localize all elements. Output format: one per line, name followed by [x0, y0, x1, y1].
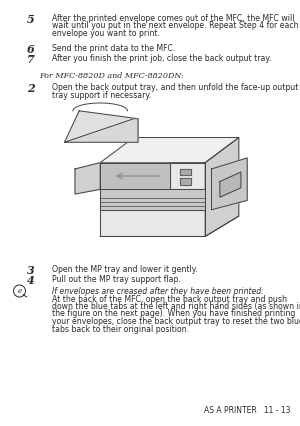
Bar: [180, 178, 190, 184]
Text: your envelopes, close the back output tray to reset the two blue: your envelopes, close the back output tr…: [52, 317, 300, 326]
Text: 7: 7: [27, 54, 35, 65]
Text: tabs back to their original position.: tabs back to their original position.: [52, 325, 190, 334]
Text: 6: 6: [27, 44, 35, 55]
Text: tray support if necessary.: tray support if necessary.: [52, 90, 152, 100]
Text: After you finish the print job, close the back output tray.: After you finish the print job, close th…: [52, 54, 272, 63]
Text: e: e: [17, 287, 22, 295]
Polygon shape: [100, 163, 205, 236]
Text: After the printed envelope comes out of the MFC, the MFC will: After the printed envelope comes out of …: [52, 14, 295, 23]
Text: Send the print data to the MFC.: Send the print data to the MFC.: [52, 44, 176, 53]
Polygon shape: [220, 172, 241, 197]
Text: If envelopes are creased after they have been printed:: If envelopes are creased after they have…: [52, 287, 264, 296]
Text: envelope you want to print.: envelope you want to print.: [52, 29, 160, 38]
Text: the figure on the next page). When you have finished printing: the figure on the next page). When you h…: [52, 310, 296, 319]
Text: Pull out the MP tray support flap.: Pull out the MP tray support flap.: [52, 275, 182, 284]
Polygon shape: [100, 189, 205, 210]
Text: 2: 2: [27, 83, 35, 94]
Text: AS A PRINTER   11 - 13: AS A PRINTER 11 - 13: [205, 406, 291, 415]
Text: wait until you put in the next envelope. Repeat Step 4 for each: wait until you put in the next envelope.…: [52, 21, 299, 31]
Text: At the back of the MFC, open the back output tray and push: At the back of the MFC, open the back ou…: [52, 294, 287, 303]
Text: 4: 4: [27, 275, 35, 286]
Text: Open the MP tray and lower it gently.: Open the MP tray and lower it gently.: [52, 265, 198, 274]
Polygon shape: [75, 163, 100, 194]
Polygon shape: [100, 163, 170, 189]
Bar: [180, 169, 190, 175]
Text: Open the back output tray, and then unfold the face-up output: Open the back output tray, and then unfo…: [52, 83, 299, 92]
Polygon shape: [100, 138, 239, 163]
Text: 3: 3: [27, 265, 35, 276]
Polygon shape: [212, 158, 247, 210]
Polygon shape: [205, 138, 239, 236]
Text: 5: 5: [27, 14, 35, 25]
Polygon shape: [64, 119, 138, 142]
Text: down the blue tabs at the left and right hand sides (as shown in: down the blue tabs at the left and right…: [52, 302, 300, 311]
Polygon shape: [64, 111, 138, 142]
Text: For MFC-8820D and MFC-8820DN:: For MFC-8820D and MFC-8820DN:: [39, 72, 184, 80]
